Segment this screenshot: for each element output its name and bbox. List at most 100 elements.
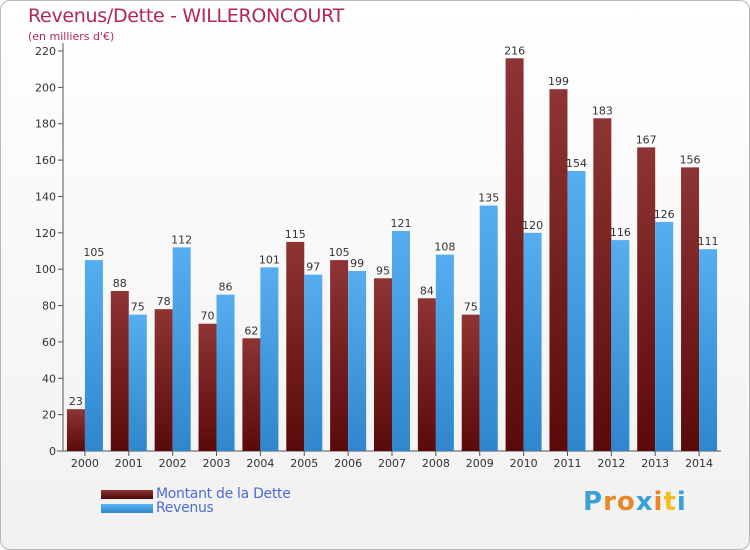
x-tick-label: 2000 — [71, 457, 99, 470]
revenus-bar — [479, 205, 498, 451]
revenus-bar — [348, 271, 367, 451]
y-tick-label: 120 — [35, 227, 56, 240]
proxiti-logo: Proxiti — [583, 487, 687, 517]
revenus-bar-label: 97 — [306, 261, 320, 274]
dette-bar — [110, 291, 129, 451]
y-tick-label: 20 — [42, 409, 56, 422]
revenus-bar — [260, 267, 279, 451]
dette-bar-label: 216 — [504, 44, 525, 57]
y-tick-label: 40 — [42, 372, 56, 385]
dette-bar — [242, 338, 261, 451]
y-tick-label: 180 — [35, 118, 56, 131]
revenus-bar-label: 121 — [391, 217, 412, 230]
revenus-bar — [304, 274, 323, 451]
dette-bar-label: 156 — [680, 153, 701, 166]
dette-bar-label: 23 — [69, 395, 83, 408]
x-tick-label: 2010 — [510, 457, 538, 470]
x-tick-label: 2001 — [115, 457, 143, 470]
dette-bar — [330, 260, 349, 451]
revenus-bar-label: 111 — [698, 235, 719, 248]
dette-bar-label: 183 — [592, 104, 613, 117]
dette-bar — [374, 278, 392, 451]
dette-bar-label: 70 — [201, 310, 215, 323]
revenus-bar-label: 101 — [259, 253, 280, 266]
revenus-bar-label: 112 — [171, 233, 192, 246]
x-tick-label: 2014 — [685, 457, 713, 470]
logo-letter: r — [603, 487, 617, 517]
chart-subtitle: (en milliers d'€) — [28, 30, 115, 43]
logo-letter: i — [676, 487, 687, 517]
revenus-bar — [611, 240, 630, 451]
y-tick-label: 0 — [49, 445, 56, 458]
x-tick-label: 2012 — [597, 457, 625, 470]
dette-bar — [198, 323, 217, 451]
x-tick-label: 2003 — [203, 457, 231, 470]
y-tick-label: 60 — [42, 336, 56, 349]
dette-bar — [286, 241, 305, 451]
revenus-bar — [655, 221, 674, 451]
x-tick-label: 2007 — [378, 457, 406, 470]
y-tick-label: 80 — [42, 300, 56, 313]
y-tick-label: 220 — [35, 45, 56, 58]
logo-letter: o — [616, 487, 636, 517]
y-tick-label: 100 — [35, 263, 56, 276]
logo-letter: P — [583, 487, 604, 517]
chart-title: Revenus/Dette - WILLERONCOURT — [28, 5, 344, 27]
dette-bar-label: 199 — [548, 75, 569, 88]
legend-swatch-revenus — [101, 504, 153, 513]
revenus-bar — [84, 260, 103, 451]
y-tick-label: 140 — [35, 190, 56, 203]
revenus-bar-label: 154 — [566, 157, 587, 170]
revenus-bar-label: 105 — [83, 246, 104, 259]
dette-bar-label: 105 — [329, 246, 350, 259]
x-tick-label: 2006 — [334, 457, 362, 470]
revenus-bar-label: 116 — [610, 226, 631, 239]
dette-bar — [593, 118, 612, 451]
dette-bar-label: 78 — [157, 295, 171, 308]
dette-bar-label: 115 — [285, 228, 306, 241]
logo-letter: x — [635, 487, 654, 517]
revenus-bar-label: 126 — [654, 208, 675, 221]
dette-bar — [417, 298, 436, 451]
revenus-bar-label: 75 — [131, 301, 145, 314]
y-tick-label: 160 — [35, 154, 56, 167]
legend-label-revenus: Revenus — [156, 500, 214, 516]
revenus-bar — [567, 171, 586, 451]
dette-bar-label: 167 — [636, 133, 657, 146]
x-tick-label: 2004 — [246, 457, 274, 470]
logo-letter: i — [653, 487, 664, 517]
dette-bar — [505, 58, 524, 451]
x-tick-label: 2011 — [553, 457, 581, 470]
dette-bar-label: 95 — [376, 264, 390, 277]
dette-bar-label: 84 — [420, 284, 434, 297]
revenus-bar — [128, 314, 147, 451]
revenus-bar-label: 99 — [350, 257, 364, 270]
revenus-bar-label: 108 — [434, 241, 455, 254]
dette-bar — [66, 409, 85, 451]
revenus-bar — [172, 247, 191, 451]
legend-swatch-dette — [101, 490, 153, 499]
dette-bar — [461, 314, 480, 451]
revenus-bar-label: 135 — [478, 192, 499, 205]
revenus-bar — [523, 232, 542, 451]
revenus-bar-label: 86 — [219, 281, 233, 294]
revenus-bar — [216, 294, 235, 451]
revenus-bar — [435, 254, 454, 451]
x-tick-label: 2002 — [159, 457, 187, 470]
y-tick-label: 200 — [35, 81, 56, 94]
revenus-bar-label: 120 — [522, 219, 543, 232]
dette-bar — [154, 309, 173, 451]
dette-bar-label: 88 — [113, 277, 127, 290]
dette-bar — [681, 167, 700, 451]
logo-letter: t — [663, 487, 677, 517]
x-tick-label: 2005 — [290, 457, 318, 470]
x-tick-label: 2009 — [466, 457, 494, 470]
x-tick-label: 2013 — [641, 457, 669, 470]
x-tick-label: 2008 — [422, 457, 450, 470]
dette-bar-label: 75 — [464, 301, 478, 314]
dette-bar — [549, 89, 568, 451]
dette-bar-label: 62 — [244, 324, 258, 337]
legend-label-dette: Montant de la Dette — [156, 486, 291, 502]
dette-bar — [637, 147, 656, 451]
